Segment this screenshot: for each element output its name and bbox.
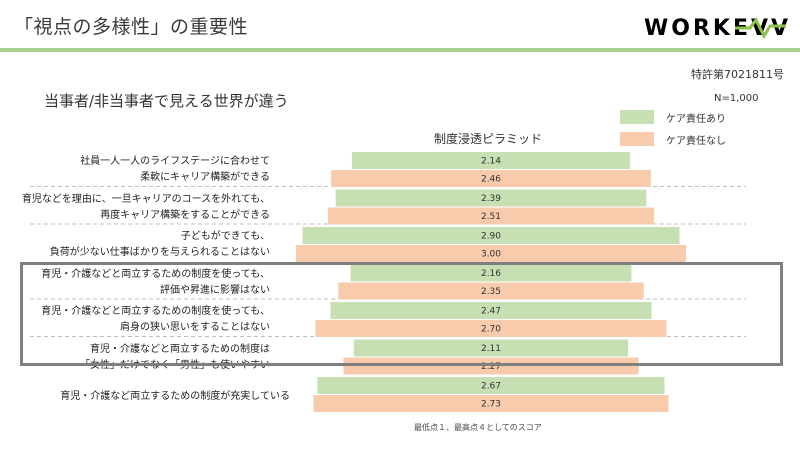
score-footnote: 最低点１、最高点４としてのスコア (414, 423, 542, 432)
page-title: 「視点の多様性」の重要性 (14, 16, 249, 38)
bar-care-yes (330, 302, 652, 319)
row-label-line1: 育児などを理由に、一旦キャリアのコースを外れても、 (21, 193, 270, 205)
legend-label-care-yes: ケア責任あり (666, 113, 726, 125)
row-label-line1: 子どもができても、 (180, 231, 270, 242)
row-label: 育児・介護などと両立するための制度を使っても、評価や昇進に影響はない (41, 267, 270, 299)
value-label-care-yes: 2.90 (481, 232, 501, 242)
bar-care-yes (302, 227, 680, 244)
bar-care-no (296, 245, 686, 262)
value-label-care-yes: 2.47 (481, 307, 501, 317)
value-label-care-yes: 2.14 (481, 157, 501, 167)
value-label-care-no: 2.27 (481, 362, 501, 372)
bar-care-no (338, 282, 644, 300)
row-label: 子どもができても、負荷が少ない仕事ばかりを与えられることはない (50, 229, 270, 261)
row-label-line2: 再度キャリア構築をすることができる (100, 209, 270, 221)
legend-item-care-no: ケア責任なし (620, 130, 726, 148)
logo-pulse-line (735, 17, 786, 40)
bar-care-yes (335, 189, 647, 207)
value-label-care-yes: 2.16 (481, 269, 501, 279)
bar-care-yes (351, 152, 631, 169)
bar-care-yes (350, 264, 632, 282)
value-label-care-yes: 2.11 (481, 344, 501, 354)
value-label-care-no: 2.35 (481, 287, 501, 297)
section-subtitle: 当事者/非当事者で見える世界が違う (44, 92, 289, 110)
row-label: 育児・介護など両立するための制度が充実している (60, 389, 290, 405)
row-label-line1: 社員一人一人のライフステージに合わせて (80, 156, 270, 167)
title-underline (0, 48, 800, 52)
bar-care-yes (317, 377, 665, 394)
row-label-line1: 育児・介護など両立するための制度が充実している (60, 391, 290, 402)
value-label-care-yes: 2.67 (481, 382, 501, 392)
row-label-line1: 育児・介護などと両立するための制度を使っても、 (41, 268, 270, 280)
row-label: 社員一人一人のライフステージに合わせて柔軟にキャリア構築ができる (80, 154, 270, 186)
bar-care-no (331, 170, 651, 187)
patent-number: 特許第7021811号 (691, 68, 784, 81)
value-label-care-no: 2.73 (481, 400, 501, 410)
highlight-box (20, 262, 783, 366)
bar-care-yes (353, 339, 629, 357)
bar-care-no (313, 395, 669, 412)
bar-care-no (327, 207, 655, 225)
bar-care-no (315, 320, 667, 337)
row-label-line2: 肩身の狭い思いをすることはない (120, 322, 270, 333)
bar-care-no (343, 357, 639, 375)
legend-item-care-yes: ケア責任あり (620, 108, 726, 126)
chart-legend: ケア責任あり ケア責任なし (620, 108, 726, 152)
legend-swatch-care-yes (620, 110, 654, 124)
value-label-care-no: 2.51 (481, 212, 501, 222)
legend-label-care-no: ケア責任なし (666, 135, 726, 147)
workevo-logo: WORKEVV (640, 14, 790, 41)
row-label-line2: 負荷が少ない仕事ばかりを与えられることはない (49, 247, 270, 258)
value-label-care-no: 2.46 (481, 175, 501, 185)
row-label-line2: 柔軟にキャリア構築ができる (140, 172, 270, 183)
value-label-care-no: 3.00 (481, 250, 501, 260)
logo-mark: WORKEVV (644, 16, 788, 41)
row-label: 育児などを理由に、一旦キャリアのコースを外れても、再度キャリア構築をすることがで… (22, 192, 270, 224)
row-label-line1: 育児・介護などと両立するための制度は (90, 343, 270, 355)
row-label-line2: 評価や昇進に影響はない (160, 284, 270, 296)
row-label: 育児・介護などと両立するための制度を使っても、肩身の狭い思いをすることはない (41, 304, 270, 336)
chart-title: 制度浸透ピラミッド (434, 132, 543, 146)
row-label-line1: 育児・介護などと両立するための制度を使っても、 (41, 306, 270, 317)
legend-swatch-care-no (620, 132, 654, 146)
value-label-care-yes: 2.39 (481, 194, 501, 204)
sample-size: N=1,000 (714, 93, 759, 104)
value-label-care-no: 2.70 (481, 325, 501, 335)
